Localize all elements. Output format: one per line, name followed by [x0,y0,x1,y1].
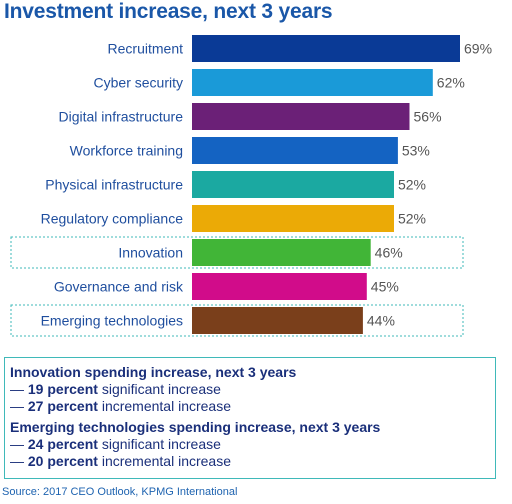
category-label-workforce-training: Workforce training [70,143,183,159]
bar-recruitment [192,35,460,62]
highlight-innovation [10,236,464,269]
category-label-recruitment: Recruitment [108,41,184,57]
category-label-physical-infrastructure: Physical infrastructure [45,177,183,193]
emerging-heading: Emerging technologies spending increase,… [10,419,381,435]
value-label-workforce-training: 53% [402,143,430,159]
bar-governance-and-risk [192,273,367,300]
category-label-governance-and-risk: Governance and risk [54,279,184,295]
emerging-significant-line: — 24 percent significant increase [10,436,221,452]
bar-cyber-security [192,69,433,96]
value-label-emerging-technologies: 44% [367,313,395,329]
value-label-governance-and-risk: 45% [371,279,399,295]
value-label-digital-infrastructure: 56% [414,109,442,125]
spending-info-box: Innovation spending increase, next 3 yea… [4,357,496,479]
value-label-regulatory-compliance: 52% [398,211,426,227]
chart-title: Investment increase, next 3 years [4,0,333,23]
bar-chart: Recruitment 69% Cyber security 62% Digital i… [10,35,492,337]
highlight-emerging-technologies [10,304,464,337]
bar-physical-infrastructure [192,171,394,198]
innovation-significant-line: — 19 percent significant increase [10,381,221,397]
emerging-incremental-line: — 20 percent incremental increase [10,453,231,469]
bar-innovation [192,239,371,266]
value-label-innovation: 46% [375,245,403,261]
source-note: Source: 2017 CEO Outlook, KPMG Internati… [2,486,238,498]
value-label-physical-infrastructure: 52% [398,177,426,193]
category-label-regulatory-compliance: Regulatory compliance [41,211,184,227]
bar-regulatory-compliance [192,205,394,232]
category-label-cyber-security: Cyber security [94,75,183,91]
value-label-cyber-security: 62% [437,75,465,91]
bar-workforce-training [192,137,398,164]
bar-digital-infrastructure [192,103,410,130]
innovation-incremental-line: — 27 percent incremental increase [10,398,231,414]
category-label-digital-infrastructure: Digital infrastructure [59,109,184,125]
value-label-recruitment: 69% [464,41,492,57]
bar-emerging-technologies [192,307,363,334]
category-label-emerging-technologies: Emerging technologies [41,313,183,329]
innovation-heading: Innovation spending increase, next 3 yea… [10,364,297,380]
category-label-innovation: Innovation [118,245,183,261]
